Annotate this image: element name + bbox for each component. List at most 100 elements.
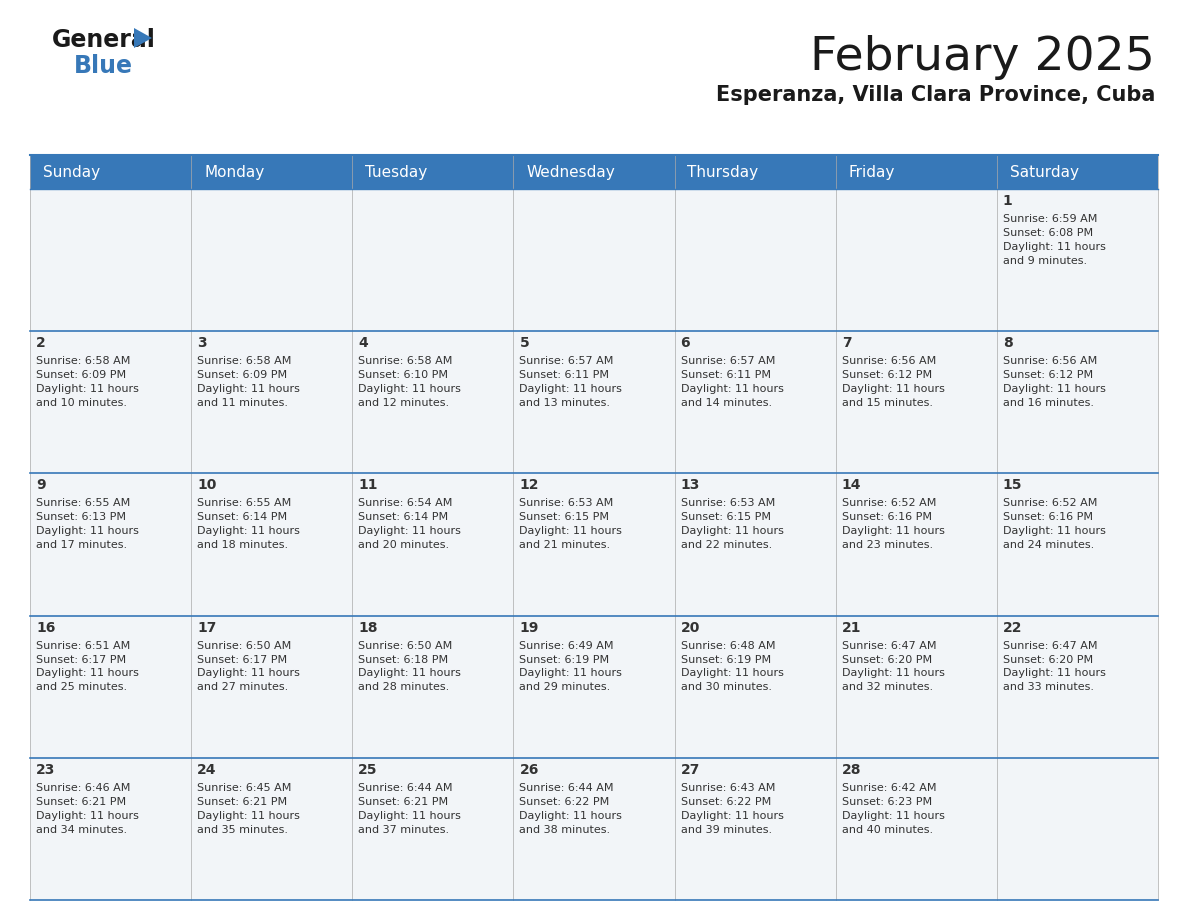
Text: Sunset: 6:15 PM: Sunset: 6:15 PM [681,512,771,522]
Bar [191,189,353,331]
Text: and 25 minutes.: and 25 minutes. [36,682,127,692]
Bar [675,189,835,331]
Text: Sunset: 6:14 PM: Sunset: 6:14 PM [359,512,448,522]
Text: 12: 12 [519,478,539,492]
Text: and 30 minutes.: and 30 minutes. [681,682,771,692]
Bar [513,474,675,616]
Text: 1: 1 [1003,194,1012,208]
Text: 2: 2 [36,336,46,350]
Bar [675,616,835,757]
Text: 10: 10 [197,478,216,492]
Bar [835,474,997,616]
Bar [997,757,1158,900]
Text: Friday: Friday [848,164,895,180]
Text: and 39 minutes.: and 39 minutes. [681,824,772,834]
Text: Daylight: 11 hours: Daylight: 11 hours [197,811,301,821]
Text: Daylight: 11 hours: Daylight: 11 hours [519,384,623,394]
Bar [997,474,1158,616]
Text: and 35 minutes.: and 35 minutes. [197,824,289,834]
Text: Daylight: 11 hours: Daylight: 11 hours [359,668,461,678]
Text: 3: 3 [197,336,207,350]
Text: Sunrise: 6:52 AM: Sunrise: 6:52 AM [842,498,936,509]
Text: 13: 13 [681,478,700,492]
Text: Esperanza, Villa Clara Province, Cuba: Esperanza, Villa Clara Province, Cuba [715,85,1155,105]
Text: 17: 17 [197,621,216,634]
Text: and 40 minutes.: and 40 minutes. [842,824,933,834]
Text: Sunset: 6:22 PM: Sunset: 6:22 PM [519,797,609,807]
Text: and 21 minutes.: and 21 minutes. [519,540,611,550]
Text: Sunset: 6:20 PM: Sunset: 6:20 PM [1003,655,1093,665]
Text: 15: 15 [1003,478,1023,492]
Text: Daylight: 11 hours: Daylight: 11 hours [36,384,139,394]
Text: Sunset: 6:21 PM: Sunset: 6:21 PM [359,797,448,807]
Text: and 34 minutes.: and 34 minutes. [36,824,127,834]
Text: Sunrise: 6:47 AM: Sunrise: 6:47 AM [842,641,936,651]
Text: Sunrise: 6:57 AM: Sunrise: 6:57 AM [519,356,614,366]
Text: Sunset: 6:16 PM: Sunset: 6:16 PM [842,512,931,522]
Text: Daylight: 11 hours: Daylight: 11 hours [1003,526,1106,536]
Text: 4: 4 [359,336,368,350]
Bar [353,189,513,331]
Bar [353,757,513,900]
Text: Wednesday: Wednesday [526,164,615,180]
Text: 28: 28 [842,763,861,777]
Bar [353,474,513,616]
Text: Sunset: 6:21 PM: Sunset: 6:21 PM [197,797,287,807]
Text: February 2025: February 2025 [810,35,1155,80]
Text: Sunset: 6:09 PM: Sunset: 6:09 PM [197,370,287,380]
Text: 24: 24 [197,763,216,777]
Text: Sunset: 6:09 PM: Sunset: 6:09 PM [36,370,126,380]
Text: Sunset: 6:21 PM: Sunset: 6:21 PM [36,797,126,807]
Text: Sunrise: 6:59 AM: Sunrise: 6:59 AM [1003,214,1098,224]
Text: and 16 minutes.: and 16 minutes. [1003,397,1094,408]
Text: Daylight: 11 hours: Daylight: 11 hours [681,811,783,821]
Text: Sunset: 6:11 PM: Sunset: 6:11 PM [681,370,771,380]
Text: and 37 minutes.: and 37 minutes. [359,824,449,834]
Text: Daylight: 11 hours: Daylight: 11 hours [519,526,623,536]
Text: Sunrise: 6:57 AM: Sunrise: 6:57 AM [681,356,775,366]
Polygon shape [134,28,152,48]
Text: 7: 7 [842,336,852,350]
Text: Sunset: 6:16 PM: Sunset: 6:16 PM [1003,512,1093,522]
Text: Sunrise: 6:46 AM: Sunrise: 6:46 AM [36,783,131,793]
Bar [30,616,191,757]
Text: Sunrise: 6:44 AM: Sunrise: 6:44 AM [519,783,614,793]
Bar [191,616,353,757]
Text: Sunrise: 6:47 AM: Sunrise: 6:47 AM [1003,641,1098,651]
Text: Blue: Blue [74,54,133,78]
Text: Sunrise: 6:50 AM: Sunrise: 6:50 AM [359,641,453,651]
Text: 22: 22 [1003,621,1023,634]
Text: Sunset: 6:15 PM: Sunset: 6:15 PM [519,512,609,522]
Text: Sunset: 6:17 PM: Sunset: 6:17 PM [36,655,126,665]
Text: Sunday: Sunday [43,164,100,180]
Bar [513,331,675,474]
Text: Sunrise: 6:58 AM: Sunrise: 6:58 AM [36,356,131,366]
Text: Daylight: 11 hours: Daylight: 11 hours [1003,384,1106,394]
Text: 19: 19 [519,621,539,634]
Text: Sunrise: 6:55 AM: Sunrise: 6:55 AM [197,498,291,509]
Text: Thursday: Thursday [688,164,759,180]
Bar [997,331,1158,474]
Text: Daylight: 11 hours: Daylight: 11 hours [36,668,139,678]
Text: Sunset: 6:12 PM: Sunset: 6:12 PM [1003,370,1093,380]
Text: and 33 minutes.: and 33 minutes. [1003,682,1094,692]
Text: Daylight: 11 hours: Daylight: 11 hours [1003,241,1106,252]
Text: 27: 27 [681,763,700,777]
Text: Sunset: 6:18 PM: Sunset: 6:18 PM [359,655,448,665]
Text: and 11 minutes.: and 11 minutes. [197,397,289,408]
Text: Sunrise: 6:52 AM: Sunrise: 6:52 AM [1003,498,1098,509]
Text: Sunrise: 6:53 AM: Sunrise: 6:53 AM [681,498,775,509]
Bar [835,616,997,757]
Text: Daylight: 11 hours: Daylight: 11 hours [197,384,301,394]
Text: Sunrise: 6:50 AM: Sunrise: 6:50 AM [197,641,291,651]
Text: Daylight: 11 hours: Daylight: 11 hours [36,811,139,821]
Text: Sunset: 6:13 PM: Sunset: 6:13 PM [36,512,126,522]
Bar [997,616,1158,757]
Text: Sunrise: 6:56 AM: Sunrise: 6:56 AM [1003,356,1097,366]
Bar [30,757,191,900]
Bar [675,474,835,616]
Text: 18: 18 [359,621,378,634]
Text: 6: 6 [681,336,690,350]
Text: Daylight: 11 hours: Daylight: 11 hours [681,668,783,678]
Text: Sunset: 6:12 PM: Sunset: 6:12 PM [842,370,931,380]
